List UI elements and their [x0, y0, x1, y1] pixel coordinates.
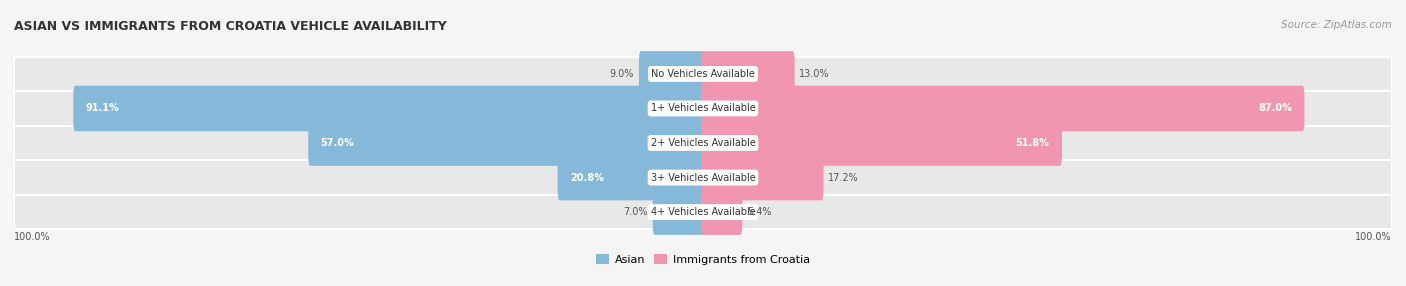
Text: 3+ Vehicles Available: 3+ Vehicles Available [651, 172, 755, 182]
Text: 20.8%: 20.8% [569, 172, 605, 182]
FancyBboxPatch shape [702, 155, 824, 200]
FancyBboxPatch shape [702, 120, 1062, 166]
Text: 9.0%: 9.0% [610, 69, 634, 79]
Bar [14, 91, 1392, 126]
Bar [14, 126, 1392, 160]
FancyBboxPatch shape [558, 155, 704, 200]
Legend: Asian, Immigrants from Croatia: Asian, Immigrants from Croatia [592, 250, 814, 269]
FancyBboxPatch shape [702, 51, 794, 97]
Text: Source: ZipAtlas.com: Source: ZipAtlas.com [1281, 20, 1392, 30]
Text: 87.0%: 87.0% [1258, 104, 1292, 114]
FancyBboxPatch shape [702, 189, 742, 235]
Text: 100.0%: 100.0% [14, 232, 51, 242]
Bar [14, 195, 1392, 229]
FancyBboxPatch shape [652, 189, 704, 235]
Text: 57.0%: 57.0% [321, 138, 354, 148]
FancyBboxPatch shape [702, 86, 1305, 131]
Text: 100.0%: 100.0% [1355, 232, 1392, 242]
Text: 5.4%: 5.4% [747, 207, 772, 217]
Text: 51.8%: 51.8% [1015, 138, 1049, 148]
Text: 91.1%: 91.1% [86, 104, 120, 114]
Bar [14, 160, 1392, 195]
Text: 2+ Vehicles Available: 2+ Vehicles Available [651, 138, 755, 148]
Text: 1+ Vehicles Available: 1+ Vehicles Available [651, 104, 755, 114]
FancyBboxPatch shape [73, 86, 704, 131]
Text: ASIAN VS IMMIGRANTS FROM CROATIA VEHICLE AVAILABILITY: ASIAN VS IMMIGRANTS FROM CROATIA VEHICLE… [14, 20, 447, 33]
Text: No Vehicles Available: No Vehicles Available [651, 69, 755, 79]
FancyBboxPatch shape [638, 51, 704, 97]
Text: 17.2%: 17.2% [828, 172, 859, 182]
FancyBboxPatch shape [308, 120, 704, 166]
Text: 13.0%: 13.0% [800, 69, 830, 79]
Bar [14, 57, 1392, 91]
Text: 7.0%: 7.0% [623, 207, 648, 217]
Text: 4+ Vehicles Available: 4+ Vehicles Available [651, 207, 755, 217]
